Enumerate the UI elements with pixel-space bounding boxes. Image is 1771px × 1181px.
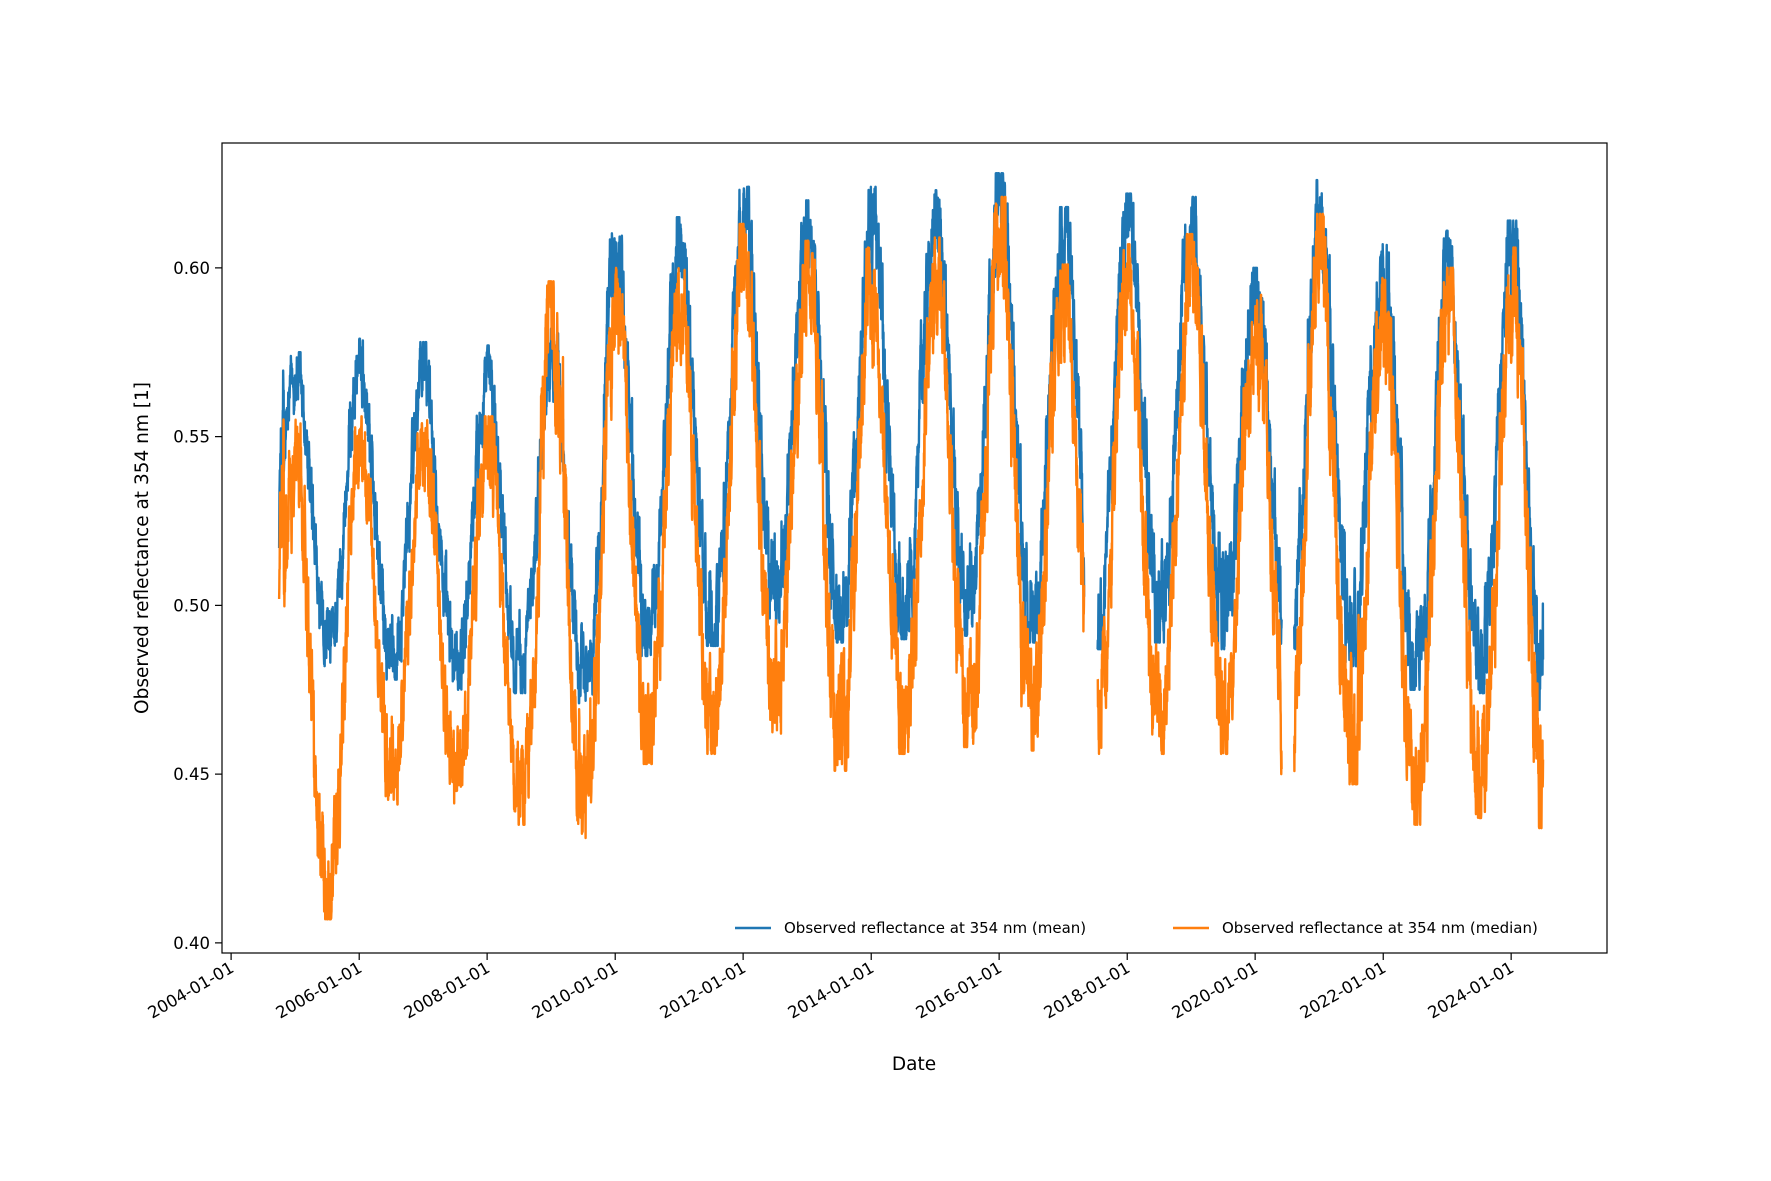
y-tick-label: 0.60 <box>173 259 210 278</box>
y-axis-label: Observed reflectance at 354 nm [1] <box>132 382 153 714</box>
y-tick-label: 0.40 <box>173 934 210 953</box>
legend: Observed reflectance at 354 nm (mean) Ob… <box>735 919 1538 937</box>
plot-frame <box>221 142 1608 954</box>
x-axis-label: Date <box>892 1054 936 1075</box>
legend-label-median: Observed reflectance at 354 nm (median) <box>1222 919 1538 937</box>
legend-label-mean: Observed reflectance at 354 nm (mean) <box>784 919 1086 937</box>
y-tick-label: 0.45 <box>173 765 210 784</box>
y-axis: 0.40 0.45 0.50 0.55 0.60 <box>173 259 222 953</box>
series-layer <box>277 172 1545 921</box>
y-tick-label: 0.50 <box>173 596 210 615</box>
y-tick-label: 0.55 <box>173 428 210 447</box>
series-line-median <box>277 195 1545 921</box>
